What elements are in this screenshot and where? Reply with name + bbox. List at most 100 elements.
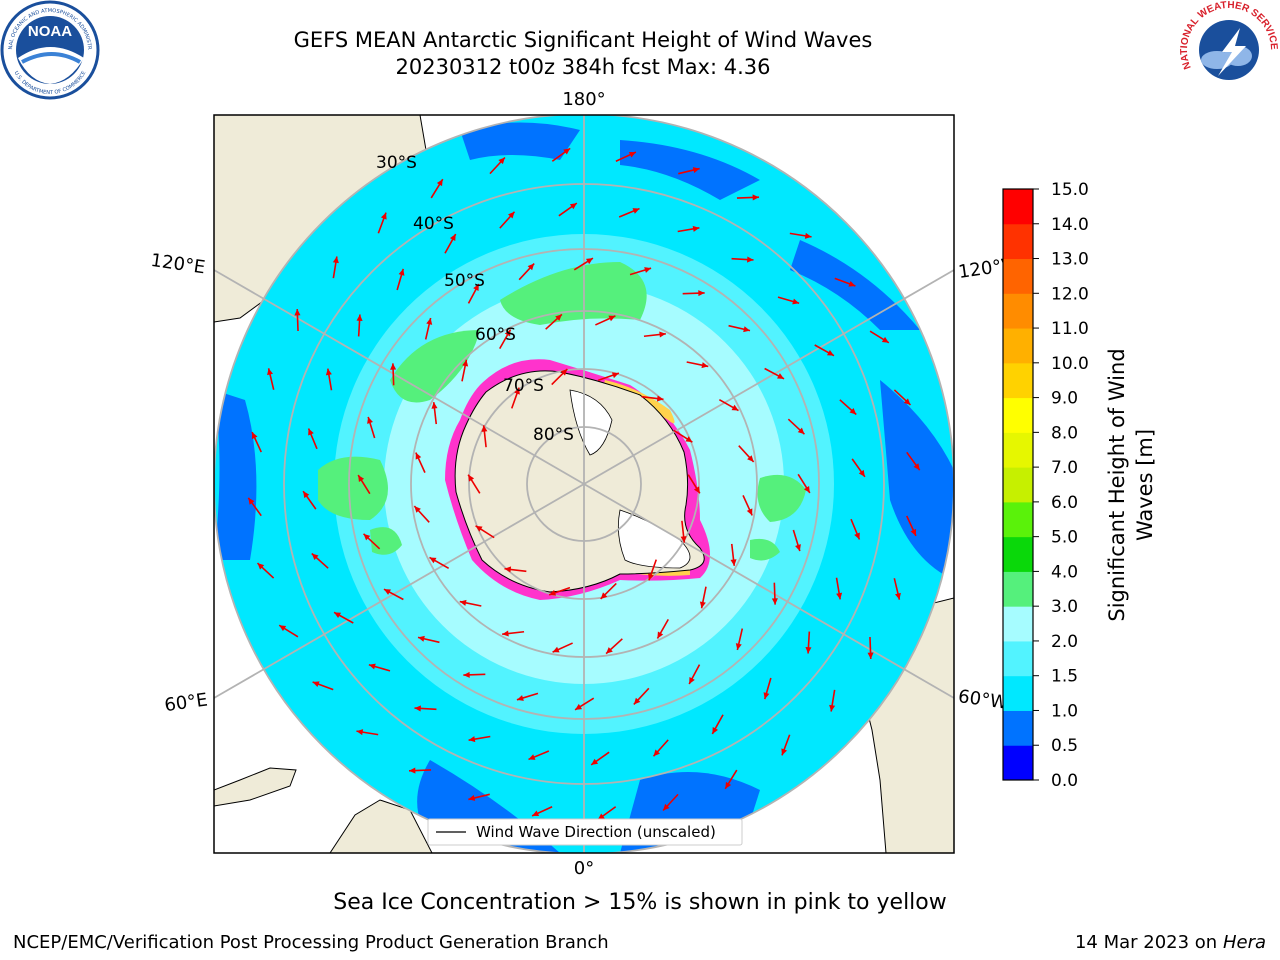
colorbar-tick-label: 9.0 (1051, 389, 1078, 409)
wind-arrow-head (380, 212, 387, 220)
lat-label-50: 50°S (444, 271, 485, 291)
wind-arrow-head (747, 455, 754, 462)
lon-label-upper-left: 120°E (149, 250, 206, 278)
wind-arrow-head (743, 326, 751, 333)
wind-arrow-head (826, 349, 834, 356)
wind-arrow-head (628, 151, 636, 158)
wind-arrow-head (267, 368, 274, 376)
wind-arrow-head (881, 336, 889, 343)
wind-arrow-head (498, 157, 505, 165)
wind-arrow-head (903, 398, 911, 405)
wind-arrow-head (334, 612, 342, 619)
wind-arrow-head (514, 387, 520, 395)
wind-arrow-head (771, 598, 778, 605)
wind-arrow-head (663, 803, 670, 811)
wind-arrow-head (390, 363, 397, 370)
wind-arrow-head (731, 404, 739, 411)
wind-arrow-head (858, 469, 865, 477)
wind-arrow-head (689, 677, 695, 685)
wind-arrow-head (426, 317, 433, 325)
wind-arrow-head (600, 592, 608, 599)
legend-text: Wind Wave Direction (unscaled) (476, 823, 716, 841)
wind-arrow-head (575, 703, 583, 710)
legend-box (427, 818, 743, 846)
wind-arrow-head (804, 232, 812, 239)
wind-arrow-head (325, 368, 332, 376)
wind-arrow-head (693, 486, 700, 494)
colorbar-segment (1003, 536, 1033, 572)
wind-arrow-head (504, 329, 511, 337)
wind-arrow-head (795, 544, 801, 552)
wind-arrow-head (415, 452, 422, 460)
wind-arrow-head (560, 369, 568, 376)
noaa-logo-text: NOAA (28, 23, 72, 40)
colorbar-tick-label: 1.5 (1051, 667, 1078, 687)
noaa-logo-icon: NOAA NATIONAL OCEANIC AND ATMOSPHERIC AD… (0, 0, 100, 100)
wind-arrow-head (836, 592, 843, 600)
wind-arrow-head (459, 599, 467, 606)
colorbar-tick-label: 14.0 (1051, 215, 1089, 235)
wind-arrow-head (569, 203, 577, 210)
wind-arrow-head (409, 767, 416, 774)
wind-arrow-head (848, 280, 856, 287)
wind-arrow-head (712, 726, 719, 734)
wind-arrow-head (251, 432, 258, 440)
wind-arrow-head (516, 695, 524, 701)
wind-arrow-head (792, 298, 800, 305)
colorbar-tick-label: 3.0 (1051, 597, 1078, 617)
colorbar-segment (1003, 675, 1033, 711)
wind-arrow-head (913, 463, 920, 471)
wind-arrow-head (481, 425, 488, 432)
wind-arrow-head (356, 314, 363, 321)
lon-label-top: 180° (562, 89, 605, 110)
wind-arrow-head (358, 475, 365, 483)
footer-credit: NCEP/EMC/Verification Post Processing Pr… (13, 932, 609, 953)
wind-arrow-head (805, 647, 812, 654)
wind-arrow-head (656, 395, 664, 402)
wind-arrow-head (368, 663, 376, 670)
wave-height-patch (500, 262, 647, 325)
wind-arrow-head (311, 553, 319, 560)
wind-arrow-head (356, 729, 364, 736)
lat-label-60: 60°S (475, 325, 516, 345)
footer-date-text: 14 Mar 2023 on (1074, 932, 1218, 953)
colorbar-segment (1003, 606, 1033, 642)
lat-label-70: 70°S (503, 376, 544, 396)
colorbar-segment (1003, 501, 1033, 538)
ross-ice-shelf (569, 389, 613, 456)
wind-arrow-head (606, 647, 613, 654)
wind-arrow-head (563, 148, 571, 155)
wind-arrow-head (508, 211, 515, 219)
wind-arrow-head (763, 692, 770, 700)
wind-arrow-head (698, 290, 705, 297)
footer-date: 14 Mar 2023 on Hera (1075, 932, 1266, 953)
wind-arrow-head (398, 268, 405, 276)
wind-arrow-head (436, 179, 443, 187)
wind-arrow-head (701, 362, 709, 369)
wind-arrow-head (699, 601, 706, 609)
wind-arrow-head (849, 408, 857, 415)
colorbar (1003, 189, 1033, 781)
wind-arrow-head (608, 315, 616, 322)
wind-arrow-head (527, 263, 535, 271)
colorbar-tick-label: 0.0 (1051, 771, 1078, 791)
footer-machine: Hera (1222, 932, 1266, 953)
wind-arrow-head (312, 681, 320, 688)
wind-arrow-head (414, 506, 421, 513)
wind-arrow-head (363, 533, 371, 541)
colorbar-segment (1003, 571, 1033, 607)
wind-arrow-head (528, 754, 536, 760)
wind-arrow-head (730, 559, 737, 566)
wind-arrow-head (248, 497, 255, 505)
nws-logo-icon: NATIONAL WEATHER SERVICE (1179, 0, 1279, 98)
wind-arrow-head (504, 566, 512, 573)
lon-label-lower-left: 60°E (163, 689, 209, 716)
wind-arrow-head (659, 331, 666, 338)
colorbar-segment (1003, 467, 1033, 503)
chart-title-line2: 20230312 t00z 384h fcst Max: 4.36 (395, 55, 771, 79)
colorbar-tick-label: 0.5 (1051, 736, 1078, 756)
map-frame (213, 114, 955, 854)
wind-arrow-head (332, 256, 339, 264)
colorbar-tick-label: 8.0 (1051, 423, 1078, 443)
